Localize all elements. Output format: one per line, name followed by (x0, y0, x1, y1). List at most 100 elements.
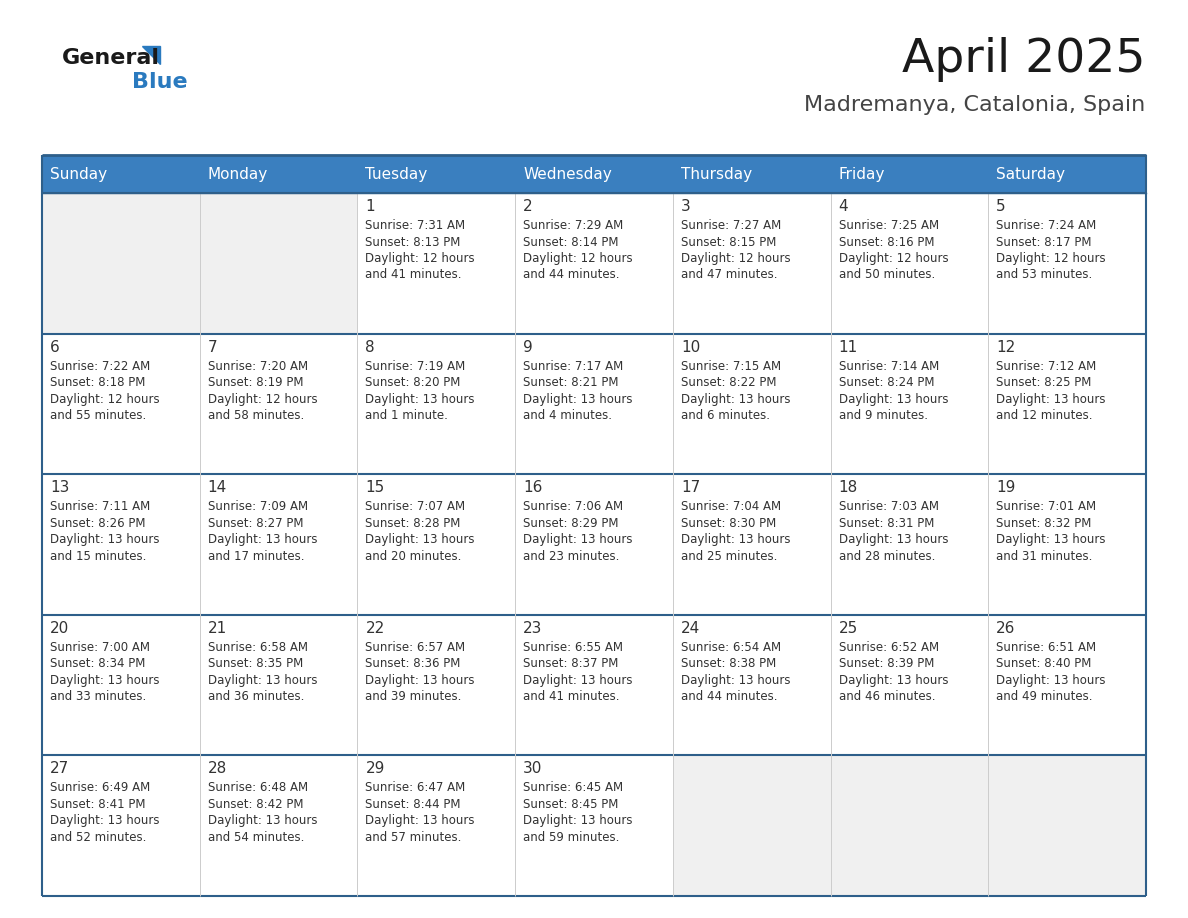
Bar (516, 756, 672, 896)
Text: and 28 minutes.: and 28 minutes. (839, 550, 935, 563)
Text: Thursday: Thursday (681, 166, 752, 182)
Bar (200, 475, 358, 615)
Text: and 1 minute.: and 1 minute. (366, 409, 448, 422)
Text: Daylight: 13 hours: Daylight: 13 hours (208, 533, 317, 546)
Text: and 46 minutes.: and 46 minutes. (839, 690, 935, 703)
Text: 16: 16 (523, 480, 543, 495)
Text: 2: 2 (523, 199, 532, 214)
Text: Daylight: 13 hours: Daylight: 13 hours (366, 393, 475, 406)
Text: and 50 minutes.: and 50 minutes. (839, 268, 935, 282)
Bar (200, 615, 358, 756)
Text: 3: 3 (681, 199, 690, 214)
Bar (42, 615, 200, 756)
Text: Sunrise: 6:47 AM: Sunrise: 6:47 AM (366, 781, 466, 794)
Bar (988, 615, 1146, 756)
Text: Wednesday: Wednesday (523, 166, 612, 182)
Text: Sunset: 8:27 PM: Sunset: 8:27 PM (208, 517, 303, 530)
Text: Sunset: 8:44 PM: Sunset: 8:44 PM (366, 798, 461, 811)
Bar (200, 193, 358, 333)
Text: and 20 minutes.: and 20 minutes. (366, 550, 462, 563)
Bar (988, 756, 1146, 896)
Text: and 44 minutes.: and 44 minutes. (681, 690, 777, 703)
Text: Sunset: 8:41 PM: Sunset: 8:41 PM (50, 798, 145, 811)
Text: Sunset: 8:21 PM: Sunset: 8:21 PM (523, 376, 619, 389)
Text: Sunset: 8:18 PM: Sunset: 8:18 PM (50, 376, 145, 389)
Text: Daylight: 12 hours: Daylight: 12 hours (366, 252, 475, 265)
Text: 19: 19 (997, 480, 1016, 495)
Text: and 4 minutes.: and 4 minutes. (523, 409, 612, 422)
Bar (988, 193, 1146, 333)
Text: Sunrise: 7:22 AM: Sunrise: 7:22 AM (50, 360, 150, 373)
Text: Sunset: 8:42 PM: Sunset: 8:42 PM (208, 798, 303, 811)
Bar (42, 333, 200, 475)
Text: Daylight: 13 hours: Daylight: 13 hours (681, 674, 790, 687)
Text: Sunset: 8:15 PM: Sunset: 8:15 PM (681, 236, 776, 249)
Text: Daylight: 13 hours: Daylight: 13 hours (523, 674, 633, 687)
Text: Sunset: 8:31 PM: Sunset: 8:31 PM (839, 517, 934, 530)
Text: Sunrise: 7:04 AM: Sunrise: 7:04 AM (681, 500, 781, 513)
Text: Sunset: 8:19 PM: Sunset: 8:19 PM (208, 376, 303, 389)
Text: 20: 20 (50, 621, 69, 636)
Text: Sunrise: 6:57 AM: Sunrise: 6:57 AM (366, 641, 466, 654)
Text: Sunrise: 7:03 AM: Sunrise: 7:03 AM (839, 500, 939, 513)
Bar (672, 756, 830, 896)
Text: Daylight: 13 hours: Daylight: 13 hours (50, 674, 159, 687)
Bar (42, 155, 1146, 193)
Text: 1: 1 (366, 199, 375, 214)
Text: 5: 5 (997, 199, 1006, 214)
Text: Sunrise: 6:48 AM: Sunrise: 6:48 AM (208, 781, 308, 794)
Bar (516, 615, 672, 756)
Text: Sunrise: 7:25 AM: Sunrise: 7:25 AM (839, 219, 939, 232)
Text: Sunset: 8:20 PM: Sunset: 8:20 PM (366, 376, 461, 389)
Bar (516, 193, 672, 333)
Text: 6: 6 (50, 340, 59, 354)
Text: Sunrise: 6:52 AM: Sunrise: 6:52 AM (839, 641, 939, 654)
Text: 26: 26 (997, 621, 1016, 636)
Text: and 41 minutes.: and 41 minutes. (523, 690, 620, 703)
Text: Sunset: 8:13 PM: Sunset: 8:13 PM (366, 236, 461, 249)
Text: Sunrise: 6:55 AM: Sunrise: 6:55 AM (523, 641, 624, 654)
Text: Daylight: 13 hours: Daylight: 13 hours (997, 393, 1106, 406)
Text: and 17 minutes.: and 17 minutes. (208, 550, 304, 563)
Bar (830, 756, 988, 896)
Text: 4: 4 (839, 199, 848, 214)
Text: Daylight: 13 hours: Daylight: 13 hours (366, 814, 475, 827)
Text: Sunrise: 7:17 AM: Sunrise: 7:17 AM (523, 360, 624, 373)
Text: and 23 minutes.: and 23 minutes. (523, 550, 619, 563)
Text: 23: 23 (523, 621, 543, 636)
Bar (672, 615, 830, 756)
Text: 30: 30 (523, 761, 543, 777)
Text: and 41 minutes.: and 41 minutes. (366, 268, 462, 282)
Text: Sunrise: 7:00 AM: Sunrise: 7:00 AM (50, 641, 150, 654)
Bar (516, 475, 672, 615)
Bar (830, 475, 988, 615)
Text: Sunrise: 6:51 AM: Sunrise: 6:51 AM (997, 641, 1097, 654)
Bar (42, 475, 200, 615)
Bar (988, 475, 1146, 615)
Text: Sunday: Sunday (50, 166, 107, 182)
Bar (358, 193, 516, 333)
Text: Daylight: 13 hours: Daylight: 13 hours (366, 674, 475, 687)
Text: Daylight: 13 hours: Daylight: 13 hours (681, 533, 790, 546)
Text: 14: 14 (208, 480, 227, 495)
Text: Sunset: 8:17 PM: Sunset: 8:17 PM (997, 236, 1092, 249)
Text: Daylight: 13 hours: Daylight: 13 hours (839, 674, 948, 687)
Text: Daylight: 13 hours: Daylight: 13 hours (50, 533, 159, 546)
Bar (358, 475, 516, 615)
Text: and 59 minutes.: and 59 minutes. (523, 831, 619, 844)
Text: Daylight: 13 hours: Daylight: 13 hours (839, 393, 948, 406)
Text: 10: 10 (681, 340, 700, 354)
Text: 11: 11 (839, 340, 858, 354)
Text: Daylight: 13 hours: Daylight: 13 hours (50, 814, 159, 827)
Text: General: General (62, 48, 160, 68)
Text: and 55 minutes.: and 55 minutes. (50, 409, 146, 422)
Text: Daylight: 13 hours: Daylight: 13 hours (839, 533, 948, 546)
Text: Sunset: 8:16 PM: Sunset: 8:16 PM (839, 236, 934, 249)
Text: Daylight: 13 hours: Daylight: 13 hours (208, 814, 317, 827)
Text: 9: 9 (523, 340, 533, 354)
Text: Daylight: 12 hours: Daylight: 12 hours (50, 393, 159, 406)
Bar (358, 333, 516, 475)
Text: Sunset: 8:37 PM: Sunset: 8:37 PM (523, 657, 619, 670)
Text: and 9 minutes.: and 9 minutes. (839, 409, 928, 422)
Text: 8: 8 (366, 340, 375, 354)
